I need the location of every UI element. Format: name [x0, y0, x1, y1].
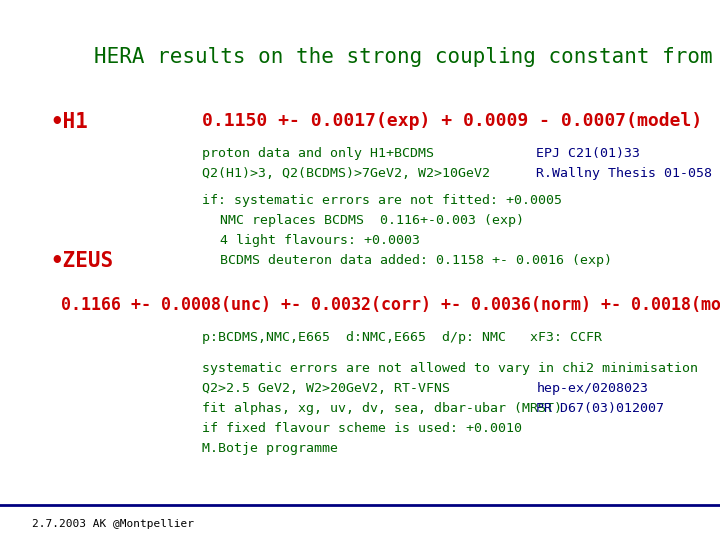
Text: fit alphas, xg, uv, dv, sea, dbar-ubar (MRST): fit alphas, xg, uv, dv, sea, dbar-ubar (…: [202, 402, 562, 415]
Text: 2.7.2003 AK @Montpellier: 2.7.2003 AK @Montpellier: [32, 519, 194, 529]
Text: Q2(H1)>3, Q2(BCDMS)>7GeV2, W2>10GeV2: Q2(H1)>3, Q2(BCDMS)>7GeV2, W2>10GeV2: [202, 167, 490, 180]
Text: 4 light flavours: +0.0003: 4 light flavours: +0.0003: [220, 234, 420, 247]
Text: PR D67(03)012007: PR D67(03)012007: [536, 402, 665, 415]
Text: NMC replaces BCDMS  0.116+-0.003 (exp): NMC replaces BCDMS 0.116+-0.003 (exp): [220, 214, 523, 227]
Text: R.Wallny Thesis 01-058: R.Wallny Thesis 01-058: [536, 167, 712, 180]
Text: p:BCDMS,NMC,E665  d:NMC,E665  d/p: NMC   xF3: CCFR: p:BCDMS,NMC,E665 d:NMC,E665 d/p: NMC xF3…: [202, 331, 602, 344]
Text: hep-ex/0208023: hep-ex/0208023: [536, 382, 649, 395]
Text: HERA results on the strong coupling constant from F2: HERA results on the strong coupling cons…: [94, 46, 720, 67]
Text: Q2>2.5 GeV2, W2>20GeV2, RT-VFNS: Q2>2.5 GeV2, W2>20GeV2, RT-VFNS: [202, 382, 449, 395]
Text: 0.1150 +- 0.0017(exp) + 0.0009 - 0.0007(model): 0.1150 +- 0.0017(exp) + 0.0009 - 0.0007(…: [202, 112, 702, 131]
Text: M.Botje programme: M.Botje programme: [202, 442, 338, 455]
Text: proton data and only H1+BCDMS: proton data and only H1+BCDMS: [202, 147, 433, 160]
Text: systematic errors are not allowed to vary in chi2 minimisation: systematic errors are not allowed to var…: [202, 362, 698, 375]
Text: •ZEUS: •ZEUS: [50, 251, 114, 271]
Text: if fixed flavour scheme is used: +0.0010: if fixed flavour scheme is used: +0.0010: [202, 422, 521, 435]
Text: if: systematic errors are not fitted: +0.0005: if: systematic errors are not fitted: +0…: [202, 194, 562, 207]
Text: BCDMS deuteron data added: 0.1158 +- 0.0016 (exp): BCDMS deuteron data added: 0.1158 +- 0.0…: [220, 254, 611, 267]
Text: 0.1166 +- 0.0008(unc) +- 0.0032(corr) +- 0.0036(norm) +- 0.0018(model): 0.1166 +- 0.0008(unc) +- 0.0032(corr) +-…: [61, 296, 720, 314]
Text: •H1: •H1: [50, 111, 89, 132]
Text: EPJ C21(01)33: EPJ C21(01)33: [536, 147, 640, 160]
